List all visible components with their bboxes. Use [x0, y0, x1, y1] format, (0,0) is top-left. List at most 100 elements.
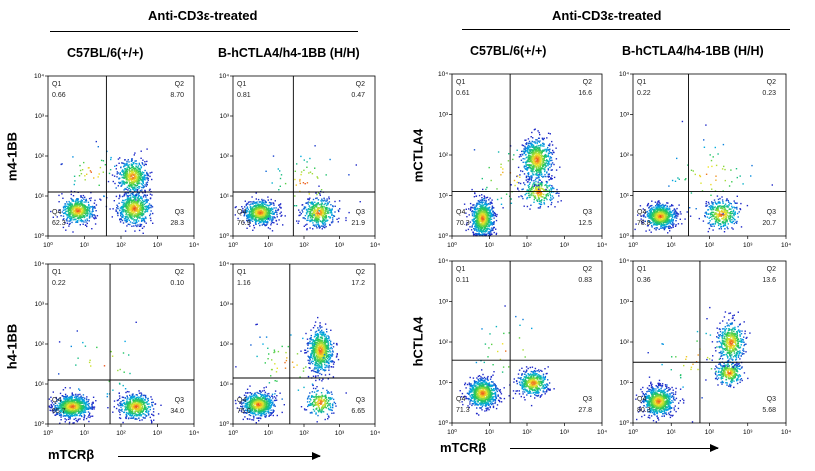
cell-event	[97, 176, 99, 178]
cell-event	[273, 216, 275, 218]
cell-event	[91, 213, 93, 215]
cell-event	[314, 145, 316, 147]
cell-event	[122, 216, 124, 218]
cell-event	[113, 175, 116, 177]
quadrant-name-q1: Q1	[52, 269, 61, 276]
cell-event	[124, 188, 127, 190]
cell-event	[81, 204, 83, 206]
cell-event	[83, 406, 85, 408]
cell-event	[137, 171, 139, 174]
cell-event	[66, 213, 68, 216]
cell-event	[130, 164, 133, 167]
cell-event	[60, 402, 62, 404]
cell-event	[117, 205, 119, 208]
cell-event	[337, 221, 339, 223]
cell-event	[103, 195, 105, 198]
cell-event	[121, 180, 123, 182]
cell-event	[309, 201, 311, 204]
cell-event	[62, 389, 65, 391]
cell-event	[108, 380, 110, 383]
cell-event	[131, 214, 133, 216]
cell-event	[77, 206, 79, 209]
cell-event	[269, 204, 271, 207]
cell-event	[86, 396, 88, 398]
cell-event	[315, 225, 318, 228]
cell-event	[315, 214, 317, 217]
cell-event	[270, 212, 273, 215]
quadrant-value-q4: 76.9	[237, 220, 251, 227]
cell-event	[266, 395, 268, 397]
cell-event	[151, 194, 153, 196]
cell-event	[270, 414, 272, 416]
cell-event	[69, 202, 71, 204]
cell-event	[309, 171, 312, 173]
cell-event	[137, 405, 139, 407]
cell-event	[83, 416, 86, 418]
cell-event	[270, 409, 272, 411]
cell-event	[96, 346, 98, 349]
cell-event	[249, 222, 251, 224]
cell-event	[130, 207, 132, 209]
cell-event	[139, 410, 141, 412]
cell-event	[91, 408, 93, 410]
cell-event	[261, 398, 263, 401]
cell-event	[123, 218, 126, 220]
y-tick-label: 10¹	[220, 193, 230, 200]
cell-event	[122, 208, 125, 211]
cell-event	[259, 409, 261, 411]
cell-event	[67, 404, 70, 406]
cell-event	[128, 202, 131, 204]
cell-event	[50, 404, 52, 406]
cell-event	[129, 401, 132, 403]
cell-event	[267, 405, 270, 408]
cell-event	[318, 224, 320, 226]
cell-event	[131, 412, 134, 414]
cell-event	[276, 216, 278, 218]
cell-event	[253, 209, 255, 211]
cell-event	[80, 199, 83, 201]
cell-event	[130, 412, 132, 414]
cell-event	[276, 213, 278, 216]
cell-event	[88, 361, 91, 364]
cell-event	[132, 408, 134, 411]
cell-event	[246, 398, 249, 401]
cell-event	[126, 186, 128, 188]
cell-event	[250, 397, 252, 399]
cell-event	[128, 169, 130, 172]
cell-event	[70, 411, 72, 413]
cell-event	[142, 192, 144, 194]
facs-plot-h4-1bb-wt: 10⁰ 10⁰ 10¹ 10¹ 10² 10² 10³ 10³ 10⁴ 10⁴ Q1 0.22 Q2 0.…	[30, 254, 199, 440]
cell-event	[245, 406, 248, 408]
cell-event	[130, 213, 132, 215]
cell-event	[234, 399, 237, 402]
cell-event	[76, 403, 78, 405]
cell-event	[259, 224, 261, 227]
cell-event	[317, 217, 319, 220]
cell-event	[244, 406, 246, 408]
cell-event	[65, 395, 67, 397]
cell-event	[124, 388, 127, 390]
cell-event	[147, 199, 149, 201]
cell-event	[98, 173, 100, 175]
cell-event	[306, 161, 308, 163]
cell-event	[249, 216, 251, 218]
cell-event	[260, 417, 262, 420]
cell-event	[136, 192, 139, 194]
cell-event	[317, 177, 319, 179]
cell-event	[141, 179, 143, 182]
cell-event	[131, 202, 133, 204]
cell-event	[138, 162, 140, 165]
cell-event	[315, 192, 317, 194]
cell-event	[56, 412, 58, 415]
cell-event	[322, 211, 325, 213]
cell-event	[72, 156, 74, 158]
cell-event	[113, 400, 116, 402]
cell-event	[63, 218, 65, 220]
cell-event	[247, 215, 250, 218]
cell-event	[305, 202, 307, 204]
cell-event	[262, 211, 264, 213]
cell-event	[138, 183, 140, 185]
cell-event	[118, 162, 120, 164]
cell-event	[325, 206, 327, 209]
cell-event	[80, 200, 82, 203]
